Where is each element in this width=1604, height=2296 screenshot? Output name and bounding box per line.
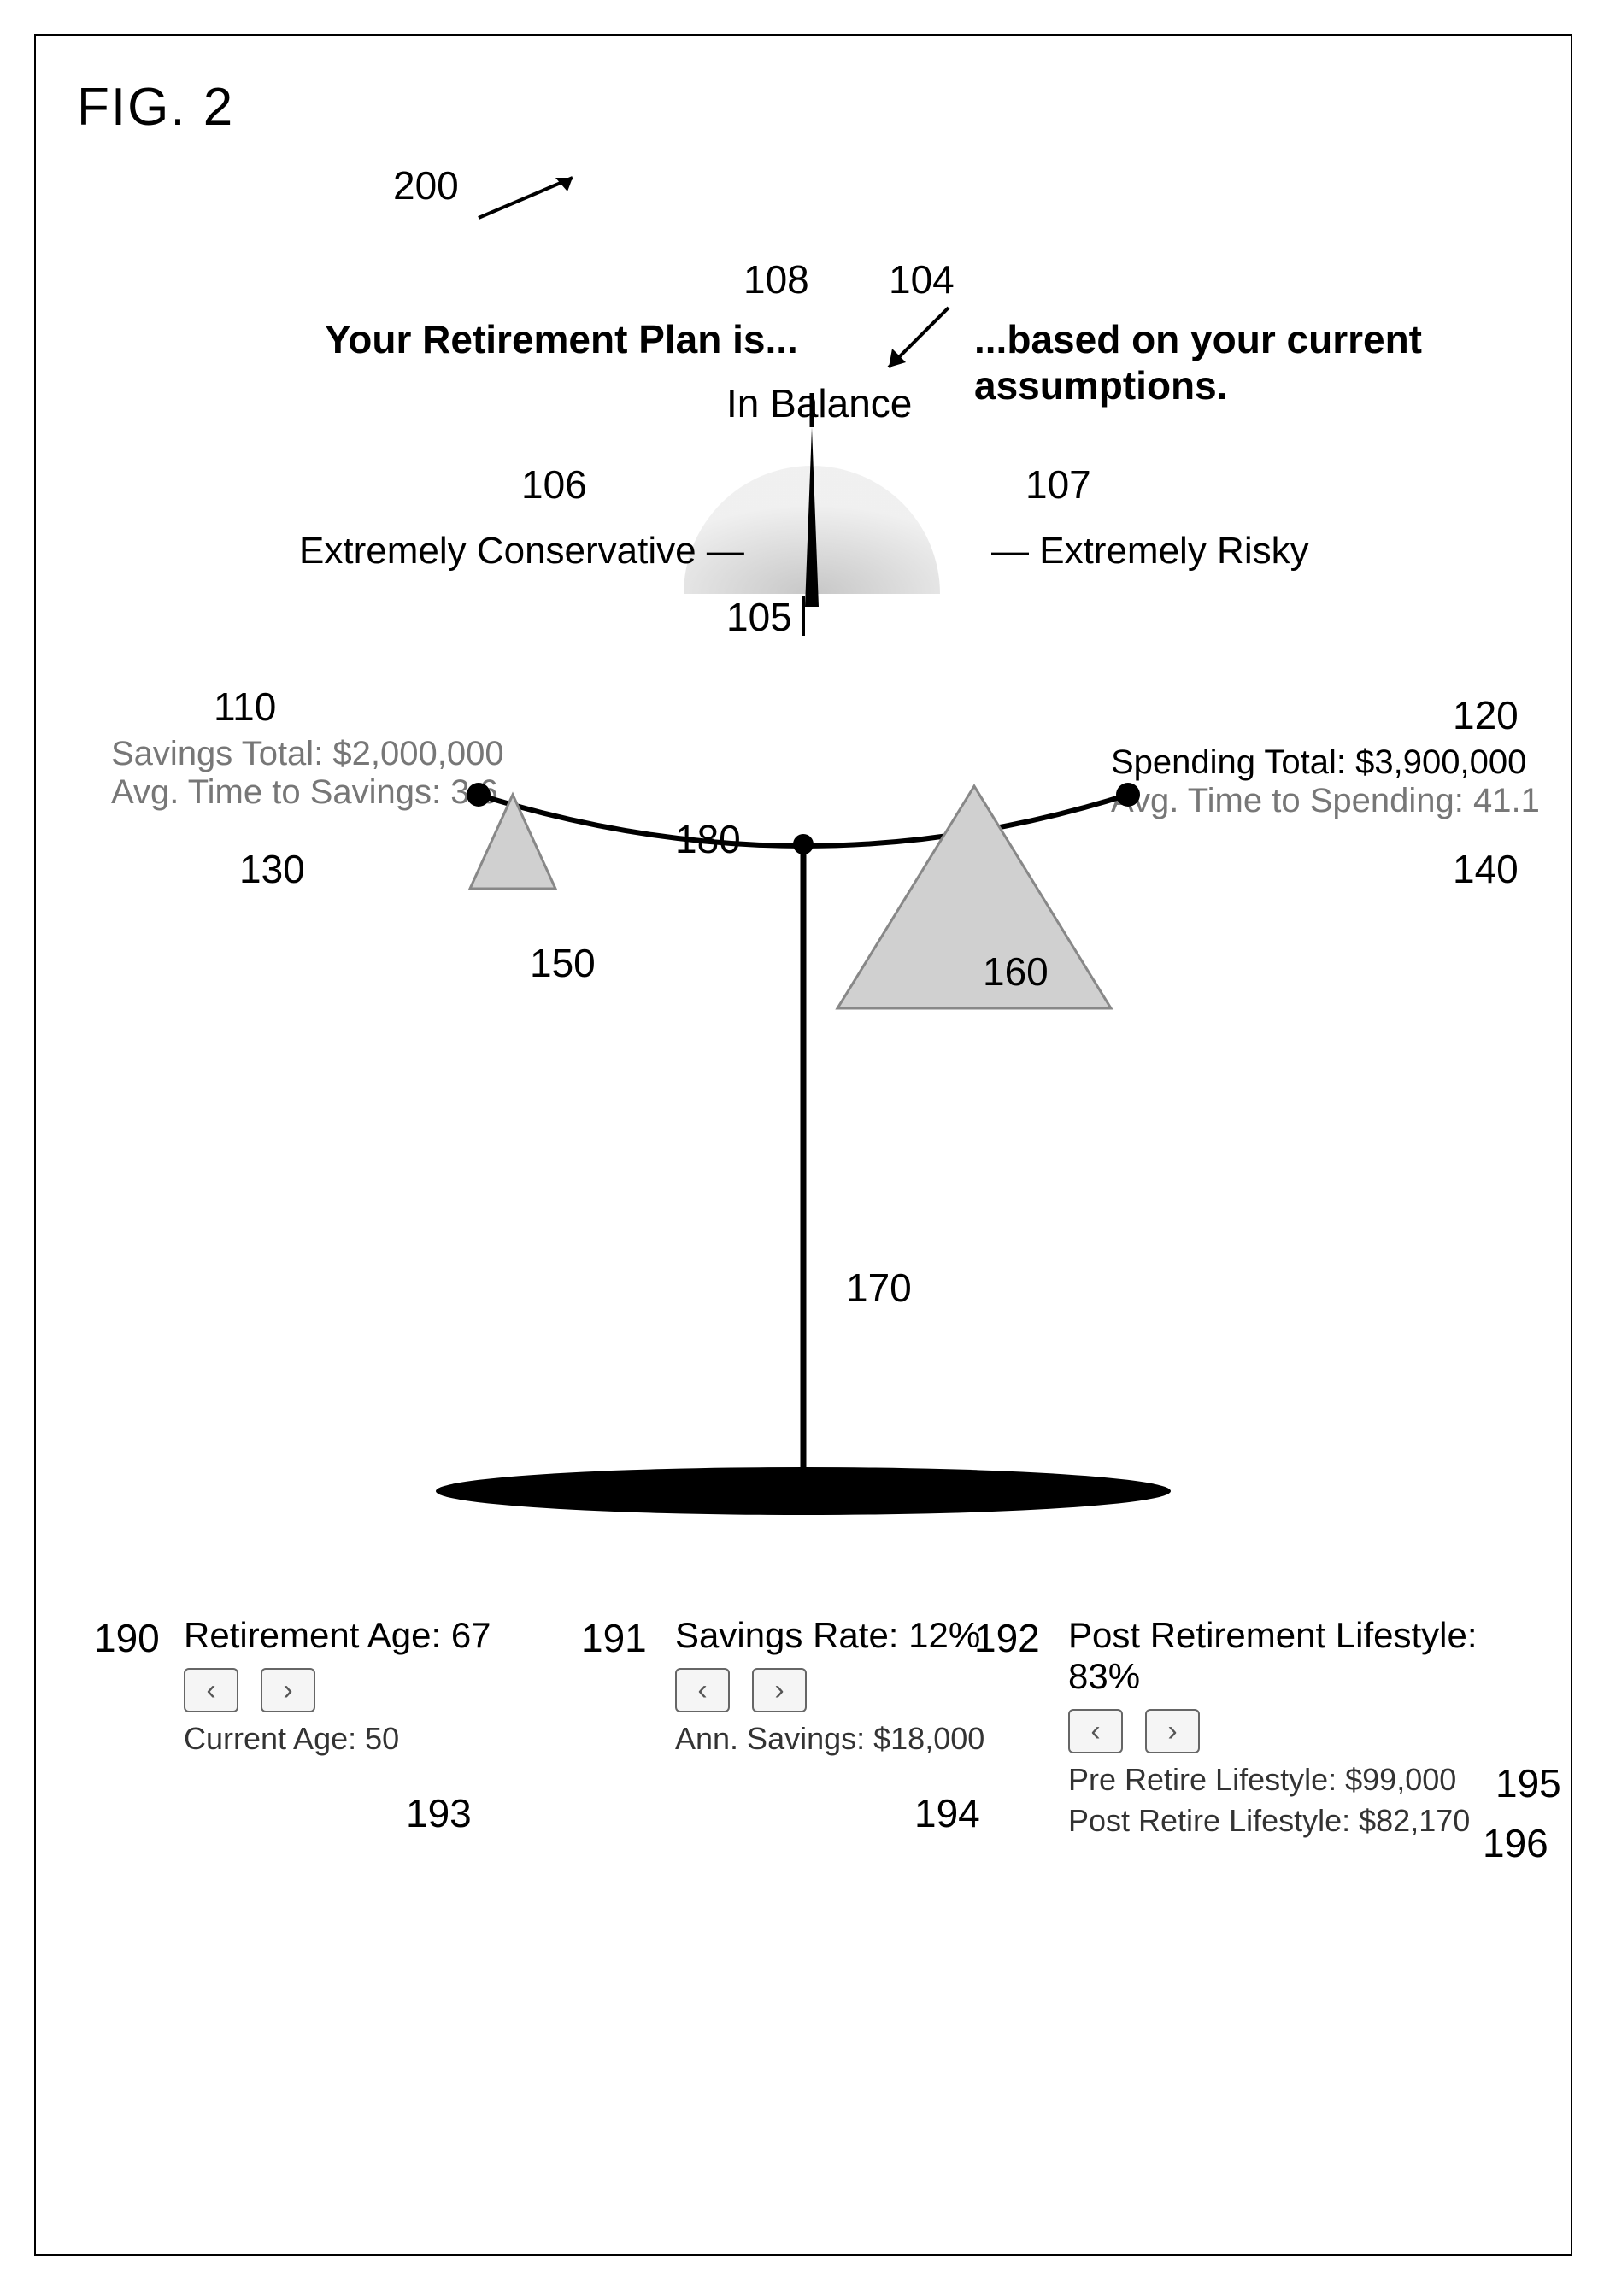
pre-retire-lifestyle: Pre Retire Lifestyle: $99,000 xyxy=(1068,1762,1547,1798)
refnum-200: 200 xyxy=(393,162,459,208)
refnum-193: 193 xyxy=(406,1790,472,1836)
label-extremely-risky: — Extremely Risky xyxy=(991,530,1309,573)
chevron-left-icon: ‹ xyxy=(206,1674,215,1707)
lifestyle-increment[interactable]: › xyxy=(1145,1709,1200,1753)
label-extremely-conservative: Extremely Conservative — xyxy=(299,530,744,573)
refnum-191: 191 xyxy=(581,1615,647,1661)
lifestyle-decrement[interactable]: ‹ xyxy=(1068,1709,1123,1753)
gauge-needle xyxy=(786,427,837,615)
arrow-104 xyxy=(872,299,974,393)
control-lifestyle: Post Retirement Lifestyle: 83% ‹ › Pre R… xyxy=(1068,1615,1547,1839)
post-retire-lifestyle: Post Retire Lifestyle: $82,170 xyxy=(1068,1803,1547,1839)
refnum-196: 196 xyxy=(1483,1820,1548,1866)
savings-rate-increment[interactable]: › xyxy=(752,1668,807,1712)
chevron-left-icon: ‹ xyxy=(1090,1715,1100,1748)
gauge-tick xyxy=(803,393,820,427)
chevron-right-icon: › xyxy=(1167,1715,1177,1748)
chevron-left-icon: ‹ xyxy=(697,1674,707,1707)
refnum-160: 160 xyxy=(983,948,1049,995)
control-retirement-age: Retirement Age: 67 ‹ › Current Age: 50 xyxy=(184,1615,543,1757)
lifestyle-label: Post Retirement Lifestyle: 83% xyxy=(1068,1615,1547,1697)
tick-105 xyxy=(793,596,819,639)
refnum-110: 110 xyxy=(214,684,276,730)
savings-rate-decrement[interactable]: ‹ xyxy=(675,1668,730,1712)
refnum-120: 120 xyxy=(1453,692,1519,738)
retirement-age-increment[interactable]: › xyxy=(261,1668,315,1712)
title-left: Your Retirement Plan is... xyxy=(325,316,798,362)
current-age-sub: Current Age: 50 xyxy=(184,1721,543,1757)
refnum-105: 105 xyxy=(726,594,792,640)
refnum-104: 104 xyxy=(889,256,955,302)
retirement-age-decrement[interactable]: ‹ xyxy=(184,1668,238,1712)
figure-label: FIG. 2 xyxy=(77,77,234,138)
refnum-190: 190 xyxy=(94,1615,160,1661)
retirement-age-label: Retirement Age: 67 xyxy=(184,1615,543,1656)
balance-scale xyxy=(359,735,1248,1555)
annual-savings-sub: Ann. Savings: $18,000 xyxy=(675,1721,1034,1757)
refnum-192: 192 xyxy=(974,1615,1040,1661)
refnum-130: 130 xyxy=(239,846,305,892)
chevron-right-icon: › xyxy=(774,1674,784,1707)
refnum-180: 180 xyxy=(675,816,741,862)
refnum-140: 140 xyxy=(1453,846,1519,892)
refnum-106: 106 xyxy=(521,461,587,508)
chevron-right-icon: › xyxy=(283,1674,292,1707)
refnum-107: 107 xyxy=(1025,461,1091,508)
refnum-108: 108 xyxy=(743,256,809,302)
title-right: ...based on your current assumptions. xyxy=(974,316,1604,408)
refnum-194: 194 xyxy=(914,1790,980,1836)
refnum-195: 195 xyxy=(1495,1760,1561,1806)
refnum-170: 170 xyxy=(846,1265,912,1311)
arrow-200 xyxy=(470,162,607,239)
refnum-150: 150 xyxy=(530,940,596,986)
